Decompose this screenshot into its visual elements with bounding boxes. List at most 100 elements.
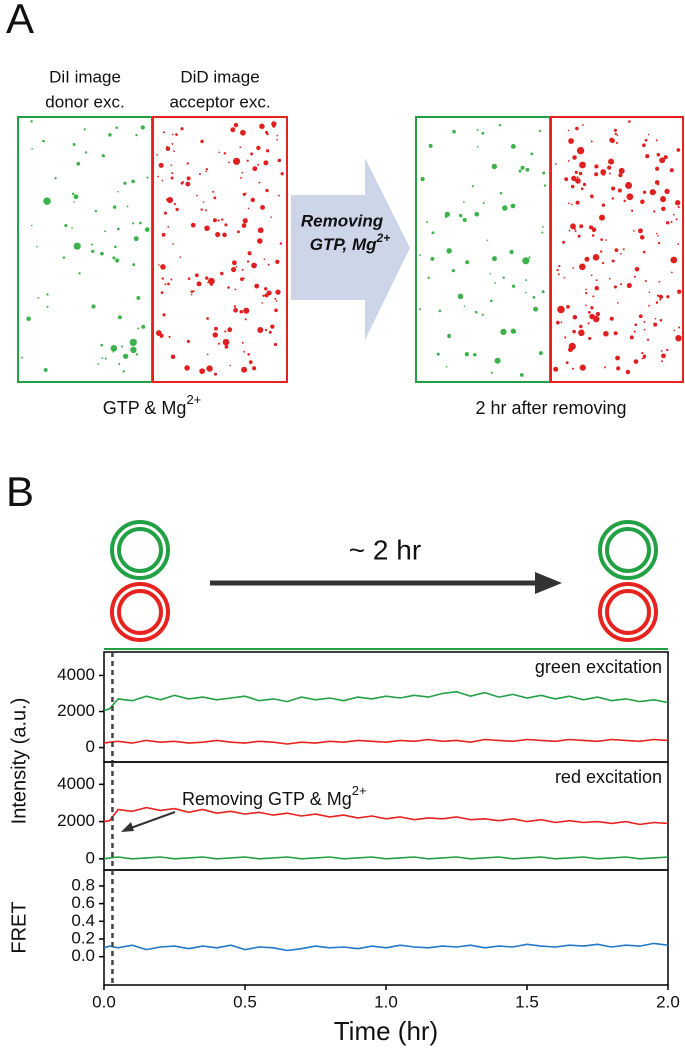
- spot: [205, 276, 209, 280]
- spot: [634, 323, 638, 327]
- plot-frame: [103, 869, 669, 986]
- spot: [576, 146, 585, 155]
- spot: [221, 218, 224, 221]
- spot: [576, 176, 579, 179]
- spot: [510, 144, 516, 149]
- spot: [171, 143, 174, 145]
- spot: [170, 176, 174, 180]
- spot: [672, 213, 675, 216]
- spot: [618, 167, 625, 174]
- spot: [600, 238, 603, 241]
- spot: [270, 324, 275, 329]
- spot: [587, 322, 590, 325]
- spot: [557, 305, 565, 314]
- spot: [126, 205, 129, 208]
- spot: [445, 365, 448, 368]
- spot: [463, 305, 466, 307]
- caption: GTP & Mg2+: [103, 392, 202, 417]
- spot: [563, 277, 566, 279]
- spot: [205, 167, 208, 171]
- y-tick-label: 0.4: [71, 911, 95, 930]
- spot: [159, 333, 164, 338]
- spot: [213, 372, 218, 376]
- spot: [141, 324, 146, 329]
- spot: [594, 164, 599, 169]
- spot: [181, 128, 184, 131]
- spot: [135, 353, 139, 356]
- vesicle: [605, 527, 651, 573]
- spot: [233, 305, 237, 308]
- spot: [227, 286, 230, 289]
- spot: [572, 267, 575, 269]
- trace: [103, 806, 669, 826]
- panel-title: red excitation: [555, 767, 662, 787]
- spot: [160, 264, 166, 270]
- spot: [246, 260, 250, 263]
- spot: [557, 273, 560, 276]
- spot: [129, 338, 137, 347]
- spot: [620, 283, 623, 286]
- spot: [43, 197, 51, 205]
- spot: [248, 360, 253, 365]
- spot: [628, 120, 631, 123]
- spot: [648, 304, 651, 307]
- spot: [579, 364, 586, 371]
- spot: [438, 309, 442, 313]
- spot: [212, 190, 215, 193]
- spot: [250, 197, 256, 203]
- spot: [190, 293, 193, 296]
- spot: [560, 321, 563, 324]
- spot: [471, 185, 475, 188]
- spot: [611, 259, 615, 263]
- spot: [241, 341, 244, 344]
- spot: [252, 166, 258, 172]
- spot: [514, 331, 517, 334]
- spot: [472, 352, 477, 357]
- spot: [490, 371, 493, 374]
- spot: [42, 139, 45, 143]
- y-axis-label: FRET: [8, 901, 30, 953]
- spot: [130, 346, 137, 354]
- spot: [585, 291, 588, 295]
- spot: [71, 192, 75, 196]
- spot: [243, 307, 250, 314]
- spot: [574, 170, 578, 174]
- spot: [158, 162, 164, 168]
- spot: [276, 134, 279, 137]
- spot: [186, 339, 190, 343]
- spot: [171, 133, 174, 136]
- spot: [243, 277, 245, 280]
- spot: [239, 309, 244, 314]
- spot: [260, 205, 265, 210]
- trace: [103, 738, 669, 745]
- spot: [166, 198, 170, 202]
- spot: [118, 315, 122, 320]
- spot: [605, 239, 607, 241]
- spot: [625, 369, 631, 375]
- spot: [541, 290, 545, 294]
- spot: [84, 151, 88, 154]
- vesicle-icons: [110, 520, 658, 642]
- spot: [104, 230, 107, 233]
- spot: [670, 256, 678, 264]
- x-tick-label: 2.0: [656, 992, 680, 1011]
- panel-label: B: [6, 468, 34, 515]
- spot: [676, 148, 681, 152]
- spot: [117, 190, 119, 193]
- spot: [525, 167, 530, 172]
- spot: [573, 228, 576, 231]
- spot: [519, 373, 524, 377]
- spot: [247, 353, 250, 356]
- spot: [202, 201, 205, 203]
- spot: [257, 238, 263, 244]
- spot: [579, 324, 583, 329]
- spot: [277, 158, 282, 163]
- spot: [257, 326, 264, 333]
- spot: [670, 271, 673, 274]
- spot: [233, 307, 238, 313]
- spot: [656, 294, 660, 297]
- y-tick-label: 2000: [57, 701, 95, 720]
- spot: [452, 129, 456, 134]
- spot: [272, 124, 276, 128]
- spot: [230, 266, 237, 273]
